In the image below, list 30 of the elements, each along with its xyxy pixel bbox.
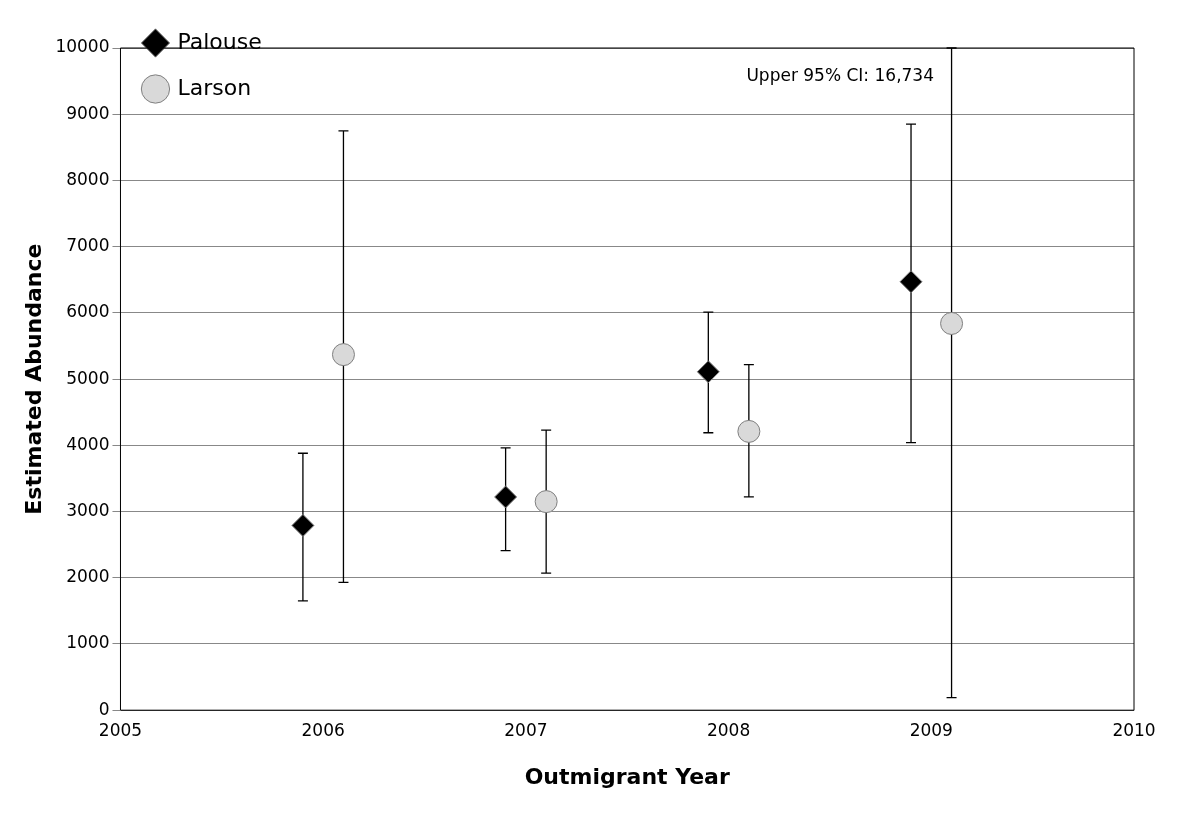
y-tick-label: 5000 (66, 367, 110, 388)
x-axis-title: Outmigrant Year (524, 763, 730, 789)
y-tick-label: 6000 (66, 301, 110, 322)
x-tick-label: 2008 (706, 719, 751, 740)
x-tick-label: 2010 (1112, 719, 1156, 740)
legend-label: Palouse (177, 28, 262, 54)
x-tick-label: 2009 (909, 719, 953, 740)
y-tick-label: 0 (98, 698, 110, 719)
point (331, 343, 355, 367)
y-tick-label: 1000 (66, 632, 110, 653)
point (494, 485, 518, 509)
y-tick-label: 8000 (66, 168, 110, 189)
x-tick-label: 2005 (98, 719, 143, 740)
annotation: Upper 95% CI: 16,734 (746, 64, 934, 85)
point (291, 513, 315, 537)
y-tick-label: 7000 (66, 235, 110, 256)
y-axis-title: Estimated Abundance (20, 243, 46, 515)
y-tick-label: 4000 (66, 433, 110, 454)
point (737, 419, 761, 443)
y-tick-label: 2000 (66, 566, 110, 587)
x-tick-label: 2006 (301, 719, 345, 740)
legend-label: Larson (177, 74, 252, 100)
y-tick-label: 3000 (66, 499, 110, 520)
point (899, 270, 923, 294)
y-tick-label: 10000 (55, 36, 110, 57)
point (534, 490, 558, 514)
point (940, 311, 964, 335)
x-tick-label: 2007 (504, 719, 548, 740)
y-tick-label: 9000 (66, 102, 110, 123)
point (696, 360, 720, 384)
